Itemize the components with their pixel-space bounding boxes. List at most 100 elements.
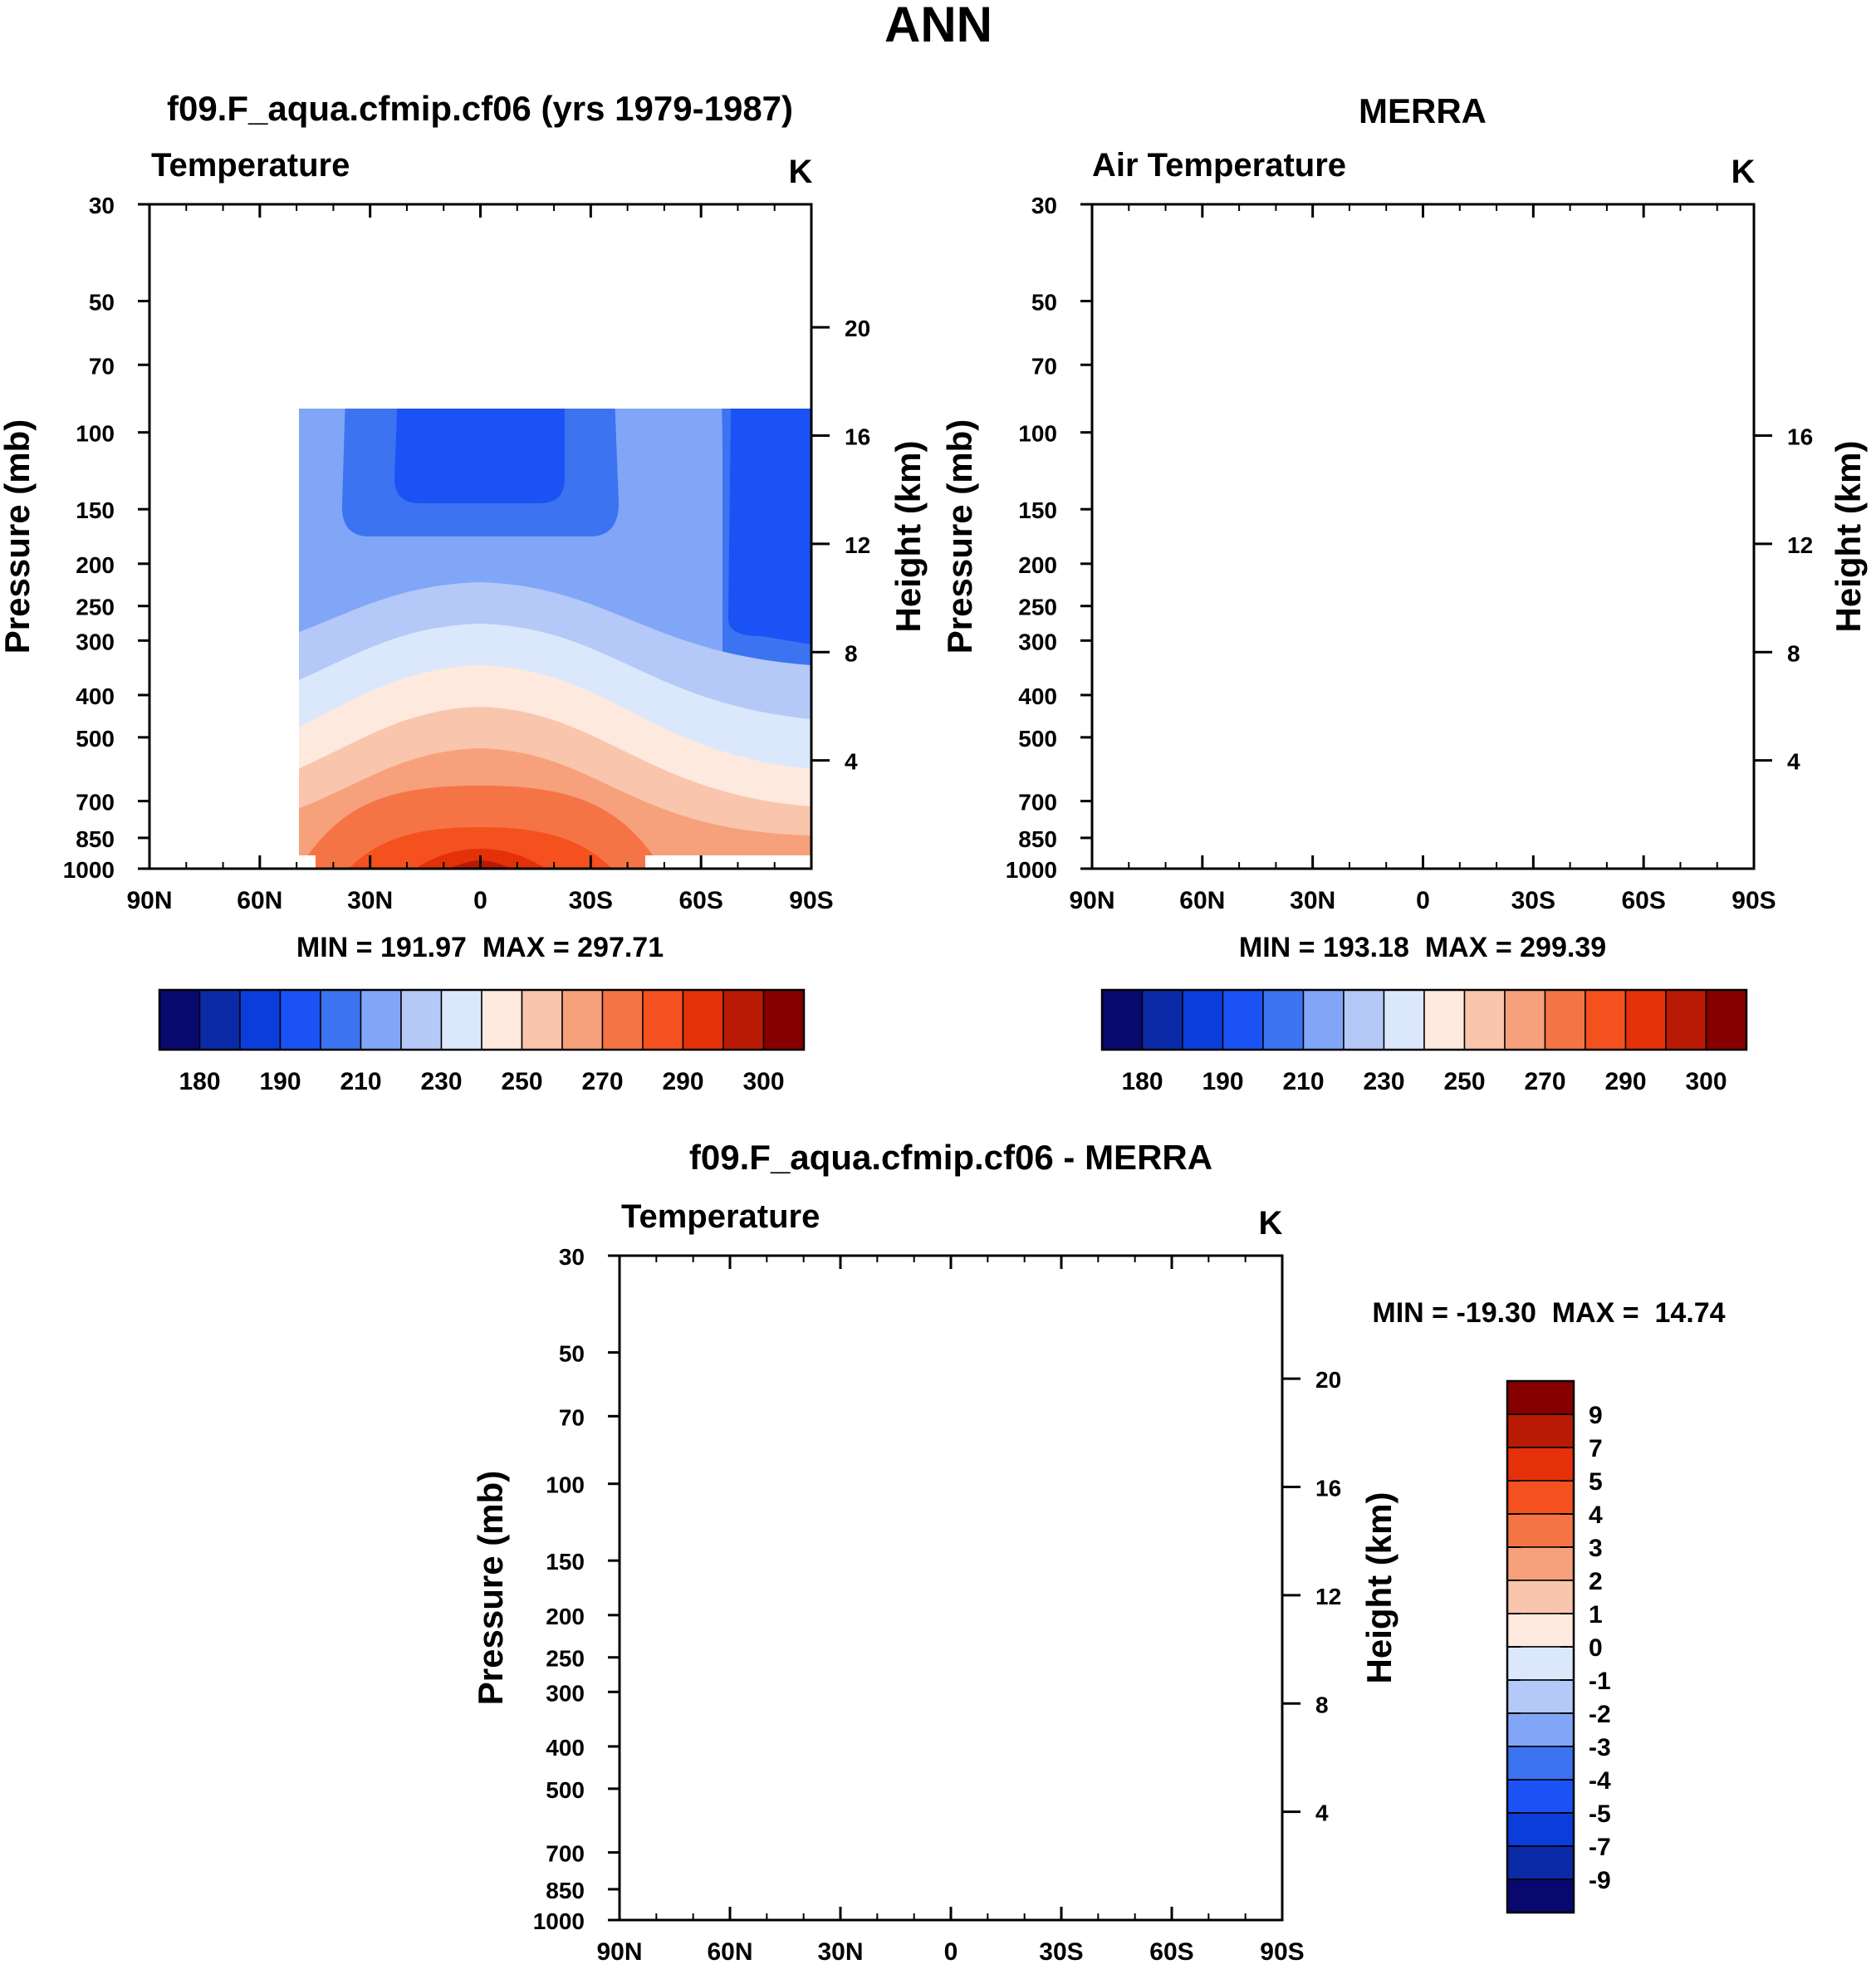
colorbar-label: -2: [1589, 1701, 1611, 1728]
units-label: K: [789, 154, 813, 190]
x-tick-label: 60N: [707, 1938, 752, 1966]
colorbar-swatch: [722, 989, 765, 1051]
y-right-tick-label: 8: [845, 640, 858, 666]
contour-field: [1092, 204, 1754, 869]
y-right-tick-label: 12: [1315, 1584, 1341, 1609]
y-tick-label: 30: [1031, 193, 1057, 218]
colorbar-swatch: [1506, 1447, 1575, 1482]
y-tick-label: 100: [546, 1472, 585, 1498]
y-axis-label: Pressure (mb): [940, 419, 979, 654]
colorbar-label: -1: [1589, 1668, 1611, 1695]
colorbar-swatch: [561, 989, 604, 1051]
y-tick-label: 400: [76, 683, 115, 709]
y-tick-label: 250: [1018, 595, 1057, 620]
missing-data: [1092, 204, 1754, 433]
panel-model: f09.F_aqua.cfmip.cf06 (yrs 1979-1987) Te…: [0, 89, 928, 1095]
colorbar-label: -9: [1589, 1867, 1611, 1894]
y-right-axis-label: Height (km): [889, 441, 928, 633]
colorbar-swatch: [1141, 989, 1183, 1051]
colorbar-label: 210: [1282, 1068, 1324, 1095]
colorbar-swatch: [1506, 1879, 1575, 1913]
colorbar-label: 250: [501, 1068, 542, 1095]
contour-band: [1184, 1484, 1282, 1642]
colorbar-swatch: [1506, 1812, 1575, 1847]
colorbar-swatch: [1506, 1513, 1575, 1548]
colorbar-label: 300: [742, 1068, 784, 1095]
contour-band: [866, 1714, 1011, 1920]
colorbar-swatch: [1506, 1580, 1575, 1614]
colorbar-label: 190: [1202, 1068, 1243, 1095]
panel-title: f09.F_aqua.cfmip.cf06 - MERRA: [689, 1138, 1212, 1177]
y-tick-label: 400: [546, 1735, 585, 1761]
contour-band: [1700, 433, 1754, 545]
colorbar-swatch: [360, 989, 402, 1051]
contour-band: [914, 1775, 973, 1840]
colorbar-swatch: [1506, 1845, 1575, 1880]
x-tick-label: 90S: [1260, 1938, 1304, 1966]
colorbar-label: 2: [1589, 1568, 1603, 1595]
colorbar-swatch: [1506, 1646, 1575, 1681]
colorbar-swatch: [601, 989, 644, 1051]
y-tick-label: 50: [1031, 290, 1057, 316]
contour-band: [902, 1775, 982, 1920]
y-tick-label: 100: [76, 421, 115, 447]
contour-band: [1244, 1854, 1282, 1920]
x-tick-label: 0: [944, 1938, 958, 1966]
contour-band: [1092, 661, 1754, 869]
y-tick-label: 700: [546, 1841, 585, 1867]
colorbar-swatch: [1585, 989, 1627, 1051]
y-right-tick-label: 4: [1315, 1800, 1329, 1826]
x-tick-label: 60S: [678, 887, 722, 914]
y-right-tick-label: 20: [845, 316, 870, 341]
colorbar-label: 180: [1121, 1068, 1163, 1095]
y-axis-label: Pressure (mb): [471, 1471, 510, 1705]
x-tick-label: 0: [1416, 887, 1430, 914]
y-tick-label: 700: [76, 790, 115, 816]
colorbar-label: 3: [1589, 1535, 1603, 1562]
y-right-tick-label: 16: [845, 424, 870, 450]
x-tick-label: 30S: [1511, 887, 1555, 914]
min-max-stats: MIN = 193.18 MAX = 299.39: [1239, 932, 1606, 963]
colorbar-swatch: [1705, 989, 1747, 1051]
contour-band: [769, 1484, 1159, 1621]
y-tick-label: 1000: [1006, 857, 1057, 883]
y-tick-label: 200: [546, 1604, 585, 1629]
y-right-tick-label: 12: [845, 532, 870, 558]
y-tick-label: 150: [76, 497, 115, 523]
x-tick-label: 60N: [237, 887, 282, 914]
colorbar-label: 250: [1443, 1068, 1485, 1095]
page-title: ANN: [884, 0, 992, 52]
colorbar: 9 7 5 4 3 2 1 0 -1 -2 -3 -4 -5 -7 -9: [1506, 1379, 1611, 1914]
contour-band: [1329, 433, 1516, 483]
contour-band: [1117, 744, 1704, 869]
variable-label: Temperature: [621, 1198, 820, 1235]
y-tick-label: 150: [546, 1549, 585, 1575]
contour-band: [620, 1484, 727, 1688]
panel-obs: MERRA Air Temperature K 90N 60N 30N 0 30S 60S…: [940, 91, 1868, 1095]
y-tick-label: 1000: [533, 1908, 585, 1934]
x-tick-label: 90N: [596, 1938, 642, 1966]
panel-title: f09.F_aqua.cfmip.cf06 (yrs 1979-1987): [167, 89, 793, 128]
contour-band: [1092, 703, 1732, 869]
colorbar-label: 230: [420, 1068, 462, 1095]
colorbar-label: 1: [1589, 1601, 1603, 1629]
contour-band: [1092, 470, 1212, 586]
contour-band: [1213, 1804, 1282, 1920]
contour-band: [1209, 1688, 1282, 1920]
y-tick-label: 200: [1018, 552, 1057, 578]
plot-frame: [618, 1254, 1284, 1922]
colorbar-label: 180: [179, 1068, 220, 1095]
missing-data: [1118, 1907, 1282, 1920]
contour-band: [1092, 433, 1754, 869]
y-tick-label: 100: [1018, 421, 1057, 447]
colorbar-swatch: [1506, 1380, 1575, 1415]
contour-band: [149, 204, 233, 644]
colorbar-label: 5: [1589, 1468, 1603, 1496]
colorbar-swatch: [1343, 989, 1385, 1051]
missing-data: [620, 1907, 786, 1920]
colorbar-swatch: [1506, 1712, 1575, 1747]
y-tick-label: 70: [89, 353, 115, 379]
colorbar-swatch: [239, 989, 282, 1051]
x-tick-label: 0: [473, 887, 487, 914]
colorbar-label: 290: [662, 1068, 703, 1095]
